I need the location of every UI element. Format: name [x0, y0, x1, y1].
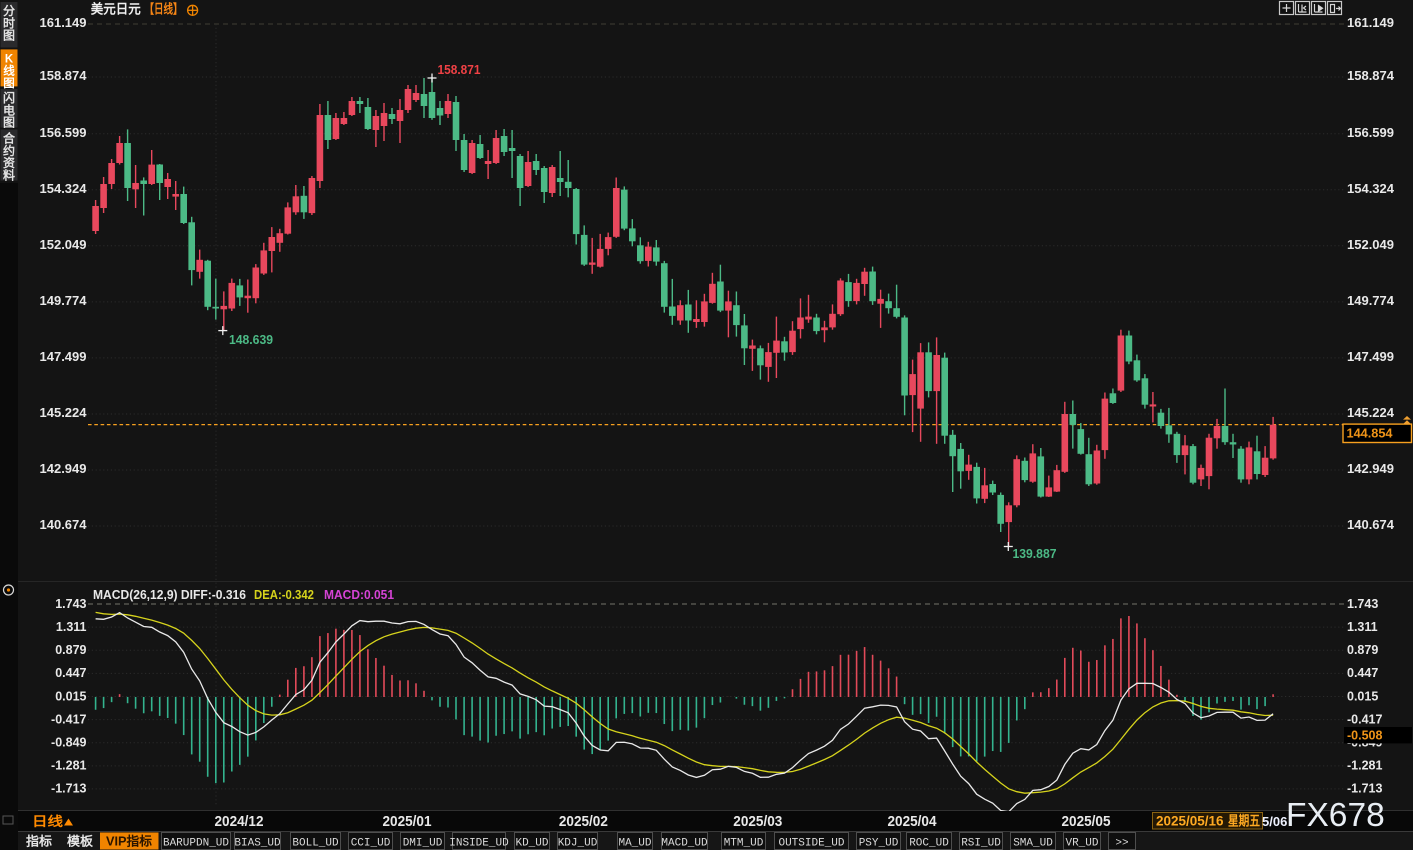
svg-text:分: 分: [3, 3, 15, 18]
svg-text:MACD(26,12,9) DIFF:-0.316: MACD(26,12,9) DIFF:-0.316: [93, 587, 246, 602]
svg-text:日线: 日线: [32, 814, 63, 829]
svg-text:DMI_UD: DMI_UD: [403, 838, 443, 850]
svg-text:FX678: FX678: [1286, 797, 1385, 834]
svg-text:合: 合: [3, 131, 16, 146]
svg-text:1.311: 1.311: [1347, 620, 1378, 634]
svg-text:1.743: 1.743: [1347, 597, 1378, 611]
svg-text:154.324: 154.324: [1347, 181, 1395, 196]
svg-text:0.015: 0.015: [1347, 689, 1378, 703]
svg-text:2025/04: 2025/04: [888, 813, 938, 830]
svg-text:161.149: 161.149: [1347, 15, 1394, 30]
svg-text:0.879: 0.879: [1347, 643, 1378, 657]
svg-text:144.854: 144.854: [1347, 425, 1394, 440]
svg-text:140.674: 140.674: [1347, 517, 1395, 532]
svg-text:料: 料: [3, 167, 15, 182]
svg-text:2025/03: 2025/03: [733, 813, 782, 830]
svg-text:指标: 指标: [26, 834, 53, 849]
svg-text:星期五: 星期五: [1228, 814, 1260, 829]
svg-text:KD_UD: KD_UD: [515, 838, 548, 850]
svg-text:【日线】: 【日线】: [145, 2, 183, 17]
svg-text:2025/05: 2025/05: [1062, 813, 1111, 830]
svg-text:152.049: 152.049: [40, 237, 87, 252]
svg-text:152.049: 152.049: [1347, 237, 1394, 252]
svg-text:BARUPDN_UD: BARUPDN_UD: [163, 838, 229, 850]
svg-text:2025/01: 2025/01: [383, 813, 432, 830]
svg-text:MACD:0.051: MACD:0.051: [324, 587, 394, 602]
svg-text:149.774: 149.774: [40, 293, 88, 308]
svg-text:图: 图: [3, 76, 15, 90]
svg-text:0.879: 0.879: [55, 643, 86, 657]
svg-text:资: 资: [3, 155, 15, 170]
svg-text:K: K: [5, 53, 14, 65]
svg-text:BOLL_UD: BOLL_UD: [292, 838, 339, 850]
svg-text:PSY_UD: PSY_UD: [859, 838, 899, 850]
svg-text:154.324: 154.324: [40, 181, 88, 196]
svg-text:线: 线: [3, 64, 15, 78]
svg-text:-1.281: -1.281: [1347, 759, 1382, 773]
svg-text:>>: >>: [1115, 838, 1128, 850]
svg-text:1.311: 1.311: [56, 620, 87, 634]
svg-text:-1.713: -1.713: [1347, 782, 1382, 796]
svg-text:BIAS_UD: BIAS_UD: [234, 838, 281, 850]
svg-text:147.499: 147.499: [40, 349, 87, 364]
svg-text:约: 约: [3, 143, 15, 158]
svg-text:ROC_UD: ROC_UD: [909, 838, 949, 850]
svg-text:-0.849: -0.849: [51, 736, 86, 750]
svg-text:KDJ_UD: KDJ_UD: [558, 838, 598, 850]
svg-text:时: 时: [3, 15, 15, 30]
svg-text:5/06: 5/06: [1262, 814, 1287, 829]
svg-text:158.874: 158.874: [1347, 68, 1395, 83]
svg-text:模板: 模板: [67, 834, 94, 849]
svg-text:145.224: 145.224: [40, 405, 88, 420]
svg-text:VR_UD: VR_UD: [1065, 838, 1098, 850]
svg-text:MACD_UD: MACD_UD: [661, 838, 708, 850]
svg-text:MTM_UD: MTM_UD: [724, 838, 764, 850]
svg-text:0.447: 0.447: [55, 666, 86, 680]
svg-text:149.774: 149.774: [1347, 293, 1395, 308]
svg-text:图: 图: [3, 29, 15, 43]
svg-text:156.599: 156.599: [40, 125, 87, 140]
svg-text:140.674: 140.674: [40, 517, 88, 532]
svg-text:RSI_UD: RSI_UD: [961, 838, 1001, 850]
svg-text:1.743: 1.743: [55, 597, 86, 611]
svg-text:2024/12: 2024/12: [215, 813, 264, 830]
svg-text:-0.508: -0.508: [1347, 728, 1382, 742]
svg-text:0.447: 0.447: [1347, 666, 1378, 680]
svg-text:OUTSIDE_UD: OUTSIDE_UD: [778, 838, 844, 850]
svg-text:-0.417: -0.417: [51, 712, 86, 726]
svg-text:0.015: 0.015: [55, 689, 86, 703]
svg-text:2025/05/16: 2025/05/16: [1156, 814, 1224, 829]
svg-text:DEA:-0.342: DEA:-0.342: [254, 587, 314, 602]
svg-text:145.224: 145.224: [1347, 405, 1395, 420]
svg-text:VIP指标: VIP指标: [106, 834, 153, 849]
svg-text:SMA_UD: SMA_UD: [1013, 838, 1053, 850]
svg-text:139.887: 139.887: [1013, 546, 1057, 561]
svg-text:161.149: 161.149: [40, 15, 87, 30]
svg-text:156.599: 156.599: [1347, 125, 1394, 140]
svg-text:INSIDE_UD: INSIDE_UD: [449, 838, 509, 850]
svg-text:158.874: 158.874: [40, 68, 88, 83]
svg-text:148.639: 148.639: [229, 332, 273, 347]
svg-text:MA_UD: MA_UD: [618, 838, 651, 850]
svg-text:147.499: 147.499: [1347, 349, 1394, 364]
svg-text:2025/02: 2025/02: [559, 813, 608, 830]
svg-text:158.871: 158.871: [438, 62, 481, 77]
svg-text:142.949: 142.949: [1347, 461, 1394, 476]
svg-text:CCI_UD: CCI_UD: [351, 838, 391, 850]
svg-text:142.949: 142.949: [40, 461, 87, 476]
svg-text:-1.713: -1.713: [51, 782, 86, 796]
svg-text:-0.417: -0.417: [1347, 712, 1382, 726]
svg-text:闪: 闪: [3, 91, 15, 105]
svg-text:图: 图: [3, 116, 15, 130]
svg-text:美元日元: 美元日元: [91, 2, 141, 17]
svg-text:-1.281: -1.281: [51, 759, 86, 773]
svg-text:电: 电: [3, 102, 15, 117]
